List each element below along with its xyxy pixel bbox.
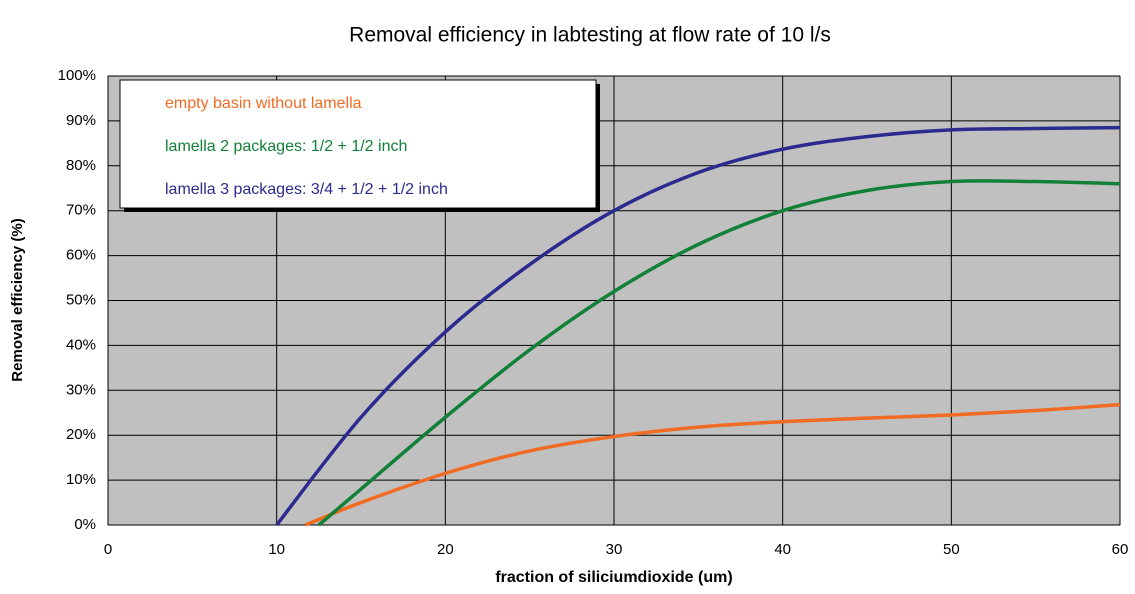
y-tick-label: 80% — [66, 157, 96, 174]
x-tick-label: 40 — [774, 541, 791, 558]
y-tick-label: 70% — [66, 202, 96, 219]
x-tick-label: 20 — [437, 541, 454, 558]
x-tick-label: 10 — [268, 541, 285, 558]
x-tick-label: 60 — [1112, 541, 1129, 558]
x-tick-label: 0 — [104, 541, 112, 558]
y-tick-label: 20% — [66, 426, 96, 443]
y-tick-label: 0% — [74, 516, 96, 533]
chart-title: Removal efficiency in labtesting at flow… — [349, 24, 831, 47]
y-tick-label: 30% — [66, 381, 96, 398]
legend-box — [119, 79, 597, 209]
legend-entry: lamella 3 packages: 3/4 + 1/2 + 1/2 inch — [165, 181, 448, 198]
legend-entry: empty basin without lamella — [165, 95, 362, 112]
y-tick-label: 10% — [66, 471, 96, 488]
y-axis-label: Removal efficiency (%) — [9, 218, 26, 381]
y-tick-label: 50% — [66, 291, 96, 308]
y-tick-label: 90% — [66, 112, 96, 129]
x-tick-label: 30 — [606, 541, 623, 558]
series-line — [275, 125, 1121, 527]
legend-entry: lamella 2 packages: 1/2 + 1/2 inch — [165, 138, 407, 155]
x-tick-label: 50 — [943, 541, 960, 558]
y-tick-label: 40% — [66, 336, 96, 353]
y-tick-label: 60% — [66, 247, 96, 264]
series-line — [317, 179, 1121, 527]
x-axis-label: fraction of siliciumdioxide (um) — [495, 569, 732, 586]
series-line — [304, 402, 1121, 527]
y-tick-label: 100% — [58, 67, 96, 84]
